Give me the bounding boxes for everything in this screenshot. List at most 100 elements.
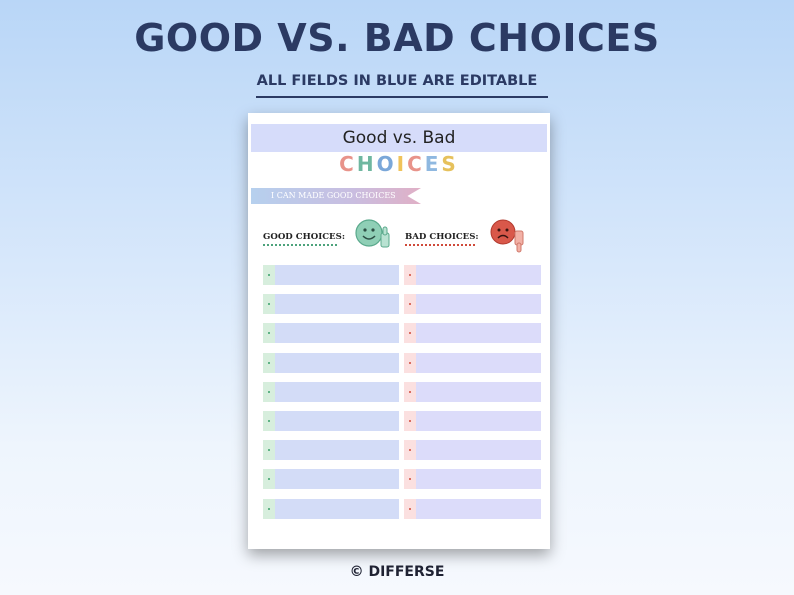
- choices-letter: E: [424, 152, 442, 176]
- good-choice-field[interactable]: [263, 265, 399, 285]
- good-choice-input[interactable]: [275, 352, 399, 373]
- choice-row: [248, 323, 550, 344]
- good-bullet-tab: [263, 498, 275, 519]
- bad-bullet-dot: [409, 507, 411, 510]
- bad-bullet-dot: [409, 390, 411, 393]
- choices-letter: S: [441, 152, 459, 176]
- choice-row: [248, 381, 550, 402]
- bad-bullet-tab: [404, 469, 416, 490]
- sheet-title: Good vs. Bad: [251, 124, 547, 152]
- copyright-footer: © DIFFERSE: [349, 564, 445, 580]
- bad-bullet-tab: [404, 498, 416, 519]
- good-bullet-tab: [263, 352, 275, 373]
- good-choice-field[interactable]: [263, 352, 399, 373]
- choice-row: [248, 294, 550, 315]
- good-bullet-tab: [263, 323, 275, 344]
- good-choices-label: GOOD CHOICES:: [263, 232, 345, 242]
- good-choice-input[interactable]: [275, 469, 399, 490]
- bad-bullet-dot: [409, 332, 411, 335]
- good-choice-input[interactable]: [275, 498, 399, 519]
- ribbon-banner: I CAN MADE GOOD CHOICES: [251, 188, 421, 204]
- bad-choice-field[interactable]: [404, 411, 541, 431]
- choice-row: [248, 265, 550, 285]
- good-bullet-tab: [263, 294, 275, 315]
- choice-row: [248, 352, 550, 373]
- choice-row: [248, 440, 550, 461]
- bad-choice-field[interactable]: [404, 381, 541, 402]
- worksheet-page: Good vs. Bad CHOICES I CAN MADE GOOD CHO…: [248, 113, 550, 549]
- good-bullet-dot: [268, 274, 270, 276]
- bad-choice-input[interactable]: [416, 294, 541, 315]
- good-bullet-dot: [268, 449, 270, 452]
- good-choice-input[interactable]: [275, 323, 399, 344]
- good-bullet-tab: [263, 411, 275, 431]
- bad-choice-field[interactable]: [404, 294, 541, 315]
- bad-bullet-dot: [409, 420, 411, 422]
- bad-bullet-tab: [404, 352, 416, 373]
- good-bullet-dot: [268, 478, 270, 481]
- good-bullet-dot: [268, 507, 270, 510]
- bad-bullet-tab: [404, 323, 416, 344]
- bad-choice-input[interactable]: [416, 440, 541, 461]
- bad-bullet-dot: [409, 274, 411, 276]
- good-bullet-tab: [263, 469, 275, 490]
- good-choice-field[interactable]: [263, 498, 399, 519]
- page-subtitle: ALL FIELDS IN BLUE ARE EDITABLE: [256, 73, 538, 89]
- bad-bullet-dot: [409, 478, 411, 481]
- bad-bullet-tab: [404, 440, 416, 461]
- good-bullet-tab: [263, 440, 275, 461]
- bad-choice-input[interactable]: [416, 381, 541, 402]
- good-bullet-dot: [268, 361, 270, 364]
- good-choice-field[interactable]: [263, 294, 399, 315]
- bad-choice-field[interactable]: [404, 440, 541, 461]
- good-choice-input[interactable]: [275, 265, 399, 285]
- bad-choice-field[interactable]: [404, 469, 541, 490]
- good-choice-input[interactable]: [275, 381, 399, 402]
- bad-choice-input[interactable]: [416, 411, 541, 431]
- good-choice-input[interactable]: [275, 294, 399, 315]
- bad-choice-input[interactable]: [416, 498, 541, 519]
- good-choice-input[interactable]: [275, 411, 399, 431]
- bad-bullet-dot: [409, 303, 411, 306]
- bad-bullet-tab: [404, 294, 416, 315]
- bad-bullet-tab: [404, 411, 416, 431]
- good-choice-field[interactable]: [263, 323, 399, 344]
- bad-choice-field[interactable]: [404, 323, 541, 344]
- good-choice-field[interactable]: [263, 469, 399, 490]
- bad-choice-field[interactable]: [404, 265, 541, 285]
- good-choice-field[interactable]: [263, 381, 399, 402]
- thumbs-up-smiley-icon: [355, 219, 390, 248]
- bad-choice-field[interactable]: [404, 498, 541, 519]
- good-bullet-dot: [268, 390, 270, 393]
- good-bullet-tab: [263, 265, 275, 285]
- subtitle-underline: [256, 96, 548, 98]
- good-bullet-dot: [268, 420, 270, 422]
- choice-row: [248, 469, 550, 490]
- bad-choice-field[interactable]: [404, 352, 541, 373]
- bad-choice-input[interactable]: [416, 323, 541, 344]
- bad-bullet-dot: [409, 361, 411, 364]
- bad-bullet-tab: [404, 381, 416, 402]
- choices-heading: CHOICES: [248, 152, 550, 178]
- bad-choices-label: BAD CHOICES:: [405, 232, 479, 242]
- choices-letter: H: [356, 152, 377, 176]
- thumbs-down-sad-icon: [490, 219, 524, 253]
- bad-choice-input[interactable]: [416, 469, 541, 490]
- choice-row: [248, 498, 550, 519]
- good-bullet-dot: [268, 332, 270, 335]
- page-title: GOOD VS. BAD CHOICES: [134, 16, 660, 60]
- bad-choice-input[interactable]: [416, 352, 541, 373]
- good-bullet-tab: [263, 381, 275, 402]
- bad-choices-underline: [405, 244, 475, 246]
- bad-choice-input[interactable]: [416, 265, 541, 285]
- good-bullet-dot: [268, 303, 270, 306]
- choices-letter: O: [376, 152, 397, 176]
- choices-letter: C: [339, 152, 357, 176]
- choices-letter: C: [407, 152, 425, 176]
- good-choice-input[interactable]: [275, 440, 399, 461]
- choices-letter: I: [396, 152, 408, 176]
- bad-bullet-tab: [404, 265, 416, 285]
- good-choice-field[interactable]: [263, 411, 399, 431]
- bad-bullet-dot: [409, 449, 411, 452]
- good-choice-field[interactable]: [263, 440, 399, 461]
